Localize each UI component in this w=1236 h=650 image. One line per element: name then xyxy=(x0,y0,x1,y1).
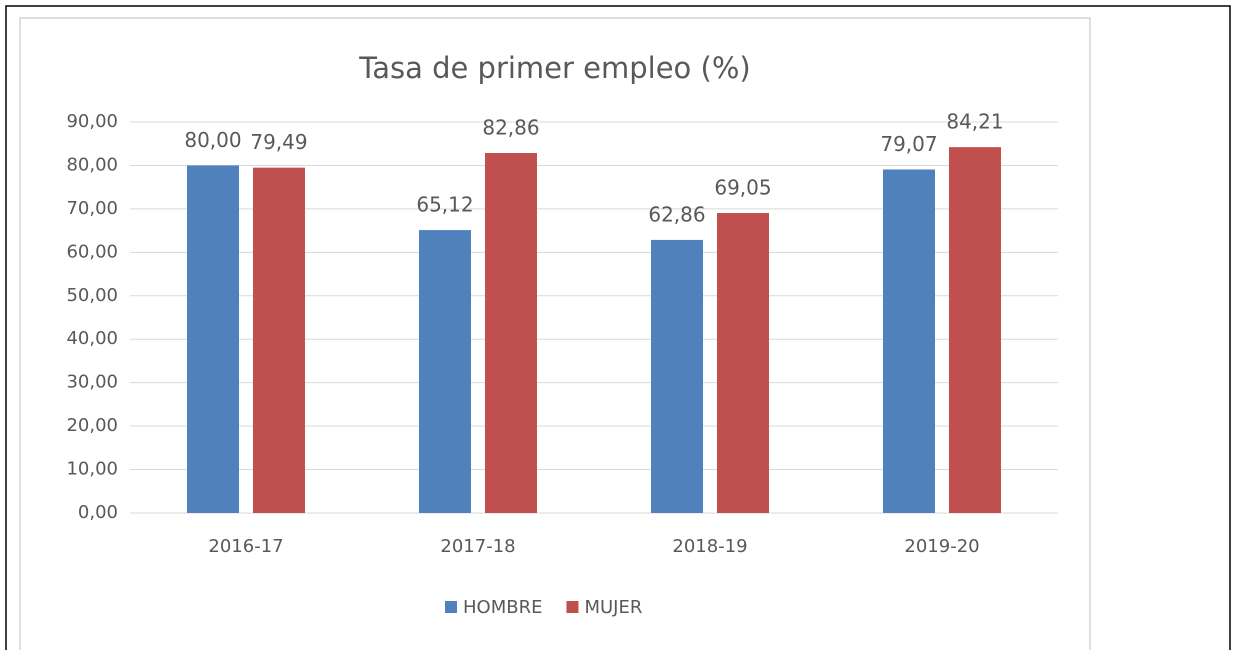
bar xyxy=(187,165,239,513)
y-tick-label: 40,00 xyxy=(66,328,118,349)
legend-swatch xyxy=(566,601,579,613)
y-tick-label: 50,00 xyxy=(66,285,118,306)
bar xyxy=(949,147,1001,513)
data-label: 82,86 xyxy=(482,116,539,140)
page-border xyxy=(5,5,1231,650)
data-label: 69,05 xyxy=(714,176,771,200)
data-label: 79,07 xyxy=(880,132,937,156)
bar xyxy=(717,213,769,513)
legend-label: HOMBRE xyxy=(463,597,542,618)
x-tick-label: 2019-20 xyxy=(904,536,979,557)
bar xyxy=(419,230,471,513)
x-tick-label: 2016-17 xyxy=(208,536,283,557)
x-tick-label: 2018-19 xyxy=(672,536,747,557)
data-label: 62,86 xyxy=(648,202,705,226)
bar xyxy=(485,153,537,513)
y-tick-label: 20,00 xyxy=(66,415,118,436)
x-tick-label: 2017-18 xyxy=(440,536,515,557)
data-label: 84,21 xyxy=(946,110,1003,134)
y-tick-label: 30,00 xyxy=(66,372,118,393)
data-label: 65,12 xyxy=(416,193,473,217)
y-tick-label: 80,00 xyxy=(66,154,118,175)
y-tick-label: 10,00 xyxy=(66,459,118,480)
y-tick-label: 70,00 xyxy=(66,198,118,219)
legend-label: MUJER xyxy=(584,597,642,618)
chart-title: Tasa de primer empleo (%) xyxy=(358,51,750,85)
y-tick-label: 60,00 xyxy=(66,241,118,262)
bar xyxy=(253,167,305,514)
y-tick-label: 0,00 xyxy=(78,502,118,523)
data-label: 79,49 xyxy=(250,130,307,154)
y-tick-label: 90,00 xyxy=(66,111,118,132)
bar xyxy=(651,239,703,514)
bar xyxy=(883,169,935,513)
data-label: 80,00 xyxy=(184,128,241,152)
legend-swatch xyxy=(445,601,457,613)
